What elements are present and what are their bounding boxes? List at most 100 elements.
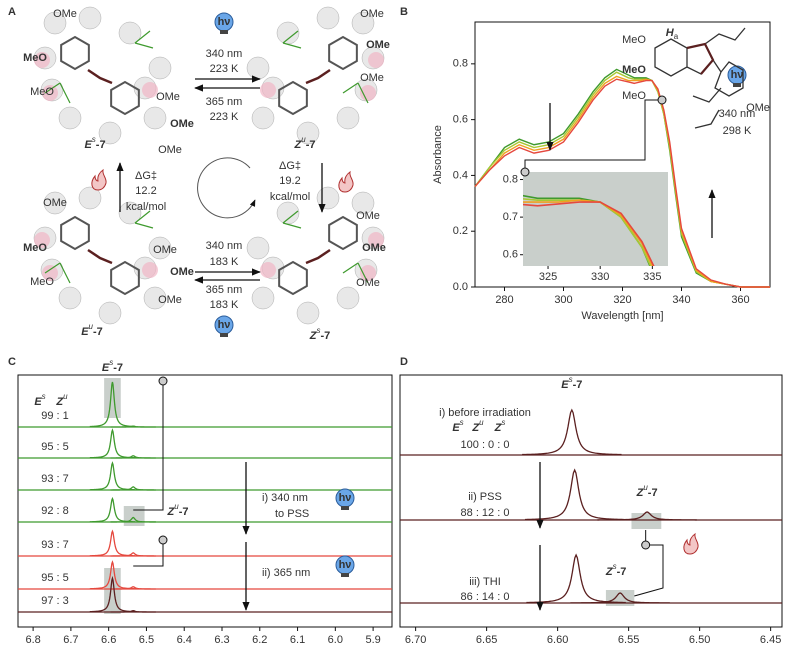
bond (305, 68, 331, 85)
label-sup: s (569, 375, 573, 384)
label-base: Z (294, 139, 303, 151)
x-tick-label: 360 (731, 294, 749, 306)
label: kcal/mol (126, 201, 166, 213)
ring (60, 35, 90, 71)
plot-frame (17, 374, 393, 628)
label: 365 nm (206, 96, 243, 108)
label-sup: u (89, 322, 94, 331)
peak (89, 529, 136, 557)
ratio-label: 93 : 7 (41, 539, 69, 551)
header-label: Zu (471, 418, 484, 434)
peak-label: Es-7 (102, 358, 123, 374)
substituent: OMe (356, 210, 380, 222)
label: to PSS (275, 508, 309, 520)
molecule-label: MeO (622, 34, 646, 46)
label-sup: u (301, 135, 306, 144)
peak (110, 455, 156, 459)
label-sup: s (316, 326, 320, 335)
panel-label: C (8, 356, 16, 368)
trace-label: ii) PSS (468, 491, 502, 503)
x-tick-label: 6.0 (328, 634, 343, 646)
y-tick-label: 0.2 (453, 225, 468, 237)
ring (60, 215, 90, 251)
label: ΔG‡ (135, 170, 157, 182)
x-tick-label: 6.45 (760, 634, 781, 646)
callout-dot (657, 95, 667, 105)
atom (251, 286, 275, 310)
inset-spectrum (523, 194, 651, 266)
label: 340 nm (719, 108, 756, 120)
ring (328, 35, 358, 71)
spectrum (474, 75, 770, 288)
label-sup: u (479, 418, 484, 427)
header-label: Zu (55, 392, 68, 408)
x-tick-label: 320 (613, 294, 631, 306)
peak (110, 552, 156, 557)
y-tick-label: 0.0 (453, 281, 468, 293)
label: 183 K (210, 299, 239, 311)
label: 223 K (210, 111, 239, 123)
bond (282, 30, 302, 49)
label: ii) 365 nm (262, 567, 310, 579)
atom (98, 121, 122, 145)
label-suffix: -7 (96, 139, 106, 151)
label-base: E (34, 396, 42, 408)
ratio-label: 97 : 3 (41, 595, 69, 607)
peak (110, 586, 156, 590)
label: 19.2 (279, 175, 300, 187)
label-base: Z (636, 487, 645, 499)
label-suffix: -7 (648, 487, 658, 499)
x-tick-label: 6.65 (476, 634, 497, 646)
peak (110, 486, 156, 491)
substituent: MeO (23, 52, 47, 64)
light-icon-base (220, 333, 228, 337)
inset-y-tick-label: 0.8 (503, 173, 518, 185)
substituent: OMe (360, 72, 384, 84)
label: 340 nm (206, 48, 243, 60)
panel-label: D (400, 356, 408, 368)
ring (110, 260, 140, 296)
atom (246, 56, 270, 80)
label-suffix: -7 (306, 139, 316, 151)
light-icon-base (341, 506, 349, 510)
bond (44, 82, 71, 104)
label-sup: s (460, 418, 464, 427)
oxygen (34, 52, 50, 68)
plot-frame (399, 374, 783, 628)
peak (110, 609, 156, 613)
peak-label: Zu-7 (636, 483, 658, 499)
ratio-label: 92 : 8 (41, 505, 69, 517)
label-sup: s (42, 392, 46, 401)
bond (342, 262, 369, 284)
label-base: Z (471, 422, 480, 434)
peak-label: Zu-7 (167, 502, 189, 518)
substituent: MeO (30, 276, 54, 288)
atom (78, 186, 102, 210)
cycle-arrow (197, 157, 256, 219)
oxygen (360, 85, 376, 101)
label-suffix: -7 (320, 330, 330, 342)
atom (118, 21, 142, 45)
panel-label: A (8, 6, 16, 18)
highlight (123, 506, 145, 526)
atom (143, 286, 167, 310)
x-tick-label: 6.1 (290, 634, 305, 646)
label-suffix: -7 (93, 326, 103, 338)
light-label: hν (731, 69, 744, 81)
oxygen (142, 82, 158, 98)
label: ΔG‡ (279, 160, 301, 172)
inset-y-tick-label: 0.7 (503, 211, 518, 223)
label-sup: u (643, 483, 648, 492)
atom (143, 106, 167, 130)
label: 340 nm (206, 240, 243, 252)
x-tick-label: 5.9 (365, 634, 380, 646)
label-sup: u (174, 502, 179, 511)
callout (634, 530, 664, 597)
substituent: OMe (356, 277, 380, 289)
label: 365 nm (206, 284, 243, 296)
molecule-label: MeO (622, 64, 646, 76)
peak (524, 468, 625, 521)
callout (524, 99, 660, 172)
